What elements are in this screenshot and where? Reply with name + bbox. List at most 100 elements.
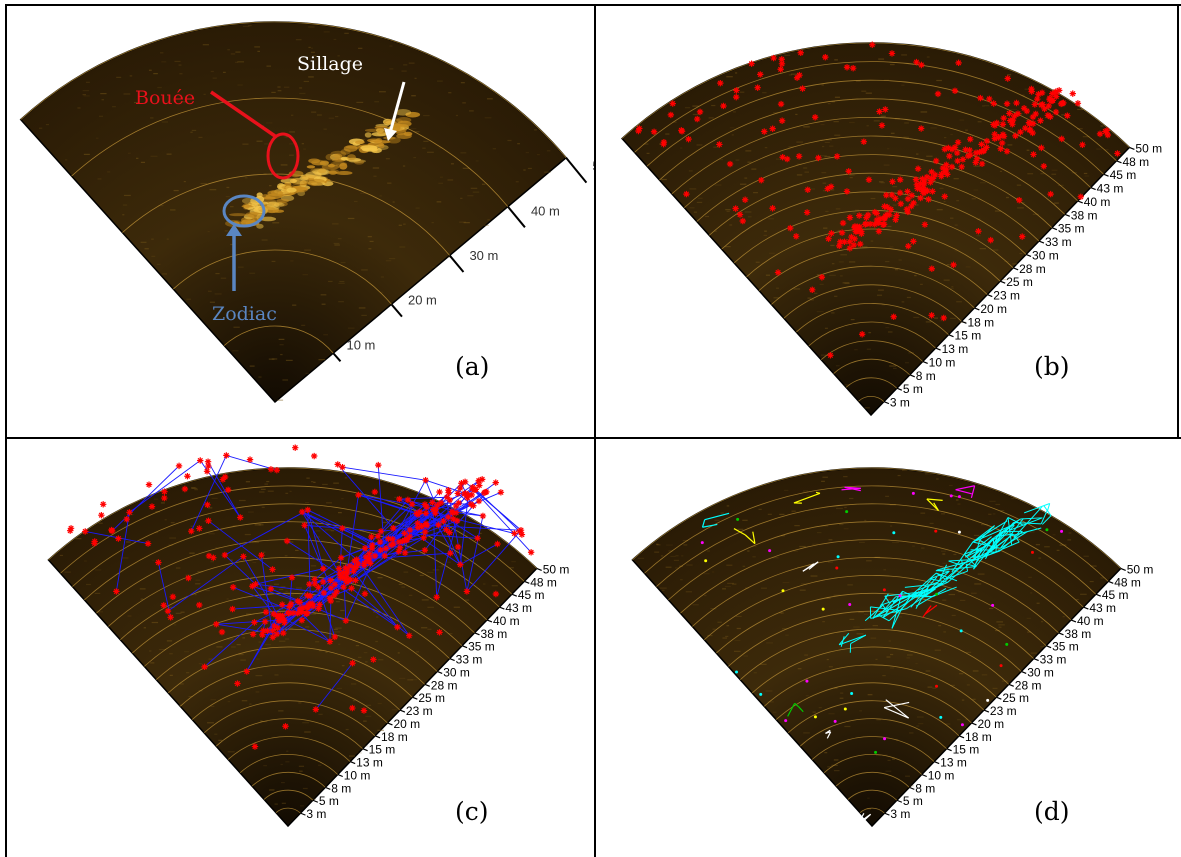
cluster-edge bbox=[919, 581, 948, 596]
speckle bbox=[365, 661, 368, 663]
detection-marker bbox=[440, 517, 447, 525]
detection-marker bbox=[337, 554, 345, 561]
detection-marker bbox=[873, 216, 881, 224]
cluster-edge bbox=[935, 570, 950, 572]
speckle bbox=[377, 729, 384, 731]
speckle bbox=[743, 655, 749, 657]
panel-label-b: (b) bbox=[1034, 352, 1070, 381]
speckle bbox=[953, 178, 959, 180]
speckle bbox=[762, 92, 767, 94]
speckle bbox=[902, 469, 908, 472]
detection-marker bbox=[326, 595, 334, 602]
speckle bbox=[812, 543, 818, 545]
speckle bbox=[310, 565, 317, 567]
detection-marker bbox=[1077, 193, 1084, 200]
detection-marker bbox=[1031, 101, 1038, 108]
graph-edge bbox=[276, 613, 299, 635]
speckle bbox=[257, 50, 260, 52]
detection-marker bbox=[423, 522, 431, 529]
speckle bbox=[140, 161, 146, 163]
detection-marker bbox=[436, 629, 443, 636]
speckle bbox=[407, 679, 414, 681]
speckle bbox=[1083, 555, 1089, 557]
detection-marker bbox=[336, 570, 344, 577]
speckle bbox=[348, 755, 355, 757]
speckle bbox=[824, 141, 830, 144]
speckle bbox=[363, 720, 367, 722]
detection-marker bbox=[748, 60, 755, 67]
speckle bbox=[310, 481, 314, 483]
graph-edge bbox=[129, 460, 201, 513]
speckle bbox=[323, 334, 329, 336]
speckle bbox=[824, 155, 831, 158]
speckle bbox=[339, 280, 345, 283]
range-tick bbox=[896, 387, 903, 391]
detection-marker bbox=[471, 486, 479, 494]
speckle bbox=[394, 496, 397, 499]
wake-echo bbox=[393, 124, 408, 129]
speckle bbox=[858, 214, 865, 216]
detection-marker bbox=[349, 704, 356, 712]
graph-edge bbox=[337, 464, 394, 529]
graph-edge bbox=[255, 568, 324, 585]
range-label: 35 m bbox=[468, 640, 495, 654]
speckle bbox=[835, 208, 841, 210]
detection-marker bbox=[480, 489, 488, 497]
speckle bbox=[793, 288, 801, 290]
detection-marker bbox=[1038, 144, 1045, 152]
speckle bbox=[509, 567, 514, 569]
speckle bbox=[820, 139, 823, 141]
detection-marker bbox=[921, 179, 928, 187]
detection-marker bbox=[761, 128, 768, 135]
speckle bbox=[844, 384, 850, 386]
speckle bbox=[152, 559, 155, 561]
speckle bbox=[833, 594, 841, 596]
graph-edge bbox=[115, 512, 130, 592]
speckle bbox=[333, 482, 339, 484]
speckle bbox=[248, 511, 254, 513]
speckle bbox=[722, 637, 728, 639]
detection-marker bbox=[161, 494, 168, 502]
detection-marker bbox=[361, 562, 368, 569]
detection-marker bbox=[361, 545, 369, 552]
speckle bbox=[1032, 213, 1039, 215]
graph-edge bbox=[157, 562, 172, 618]
graph-edge bbox=[358, 494, 419, 515]
detection-marker bbox=[474, 535, 481, 542]
speckle bbox=[1051, 173, 1057, 175]
speckle bbox=[299, 770, 303, 772]
speckle bbox=[98, 522, 103, 524]
detection-marker bbox=[1000, 133, 1008, 140]
speckle bbox=[45, 123, 50, 126]
cluster-edge bbox=[972, 524, 1015, 543]
speckle bbox=[758, 508, 762, 510]
detection-marker bbox=[196, 601, 203, 609]
range-tick bbox=[390, 303, 403, 318]
speckle bbox=[953, 566, 959, 569]
detection-marker bbox=[943, 161, 950, 168]
speckle bbox=[245, 481, 251, 483]
detection-marker bbox=[452, 502, 460, 510]
detection-marker bbox=[888, 191, 896, 199]
range-tick bbox=[536, 567, 542, 572]
graph-edge bbox=[355, 551, 399, 581]
speckle bbox=[235, 61, 239, 63]
speckle bbox=[266, 65, 271, 67]
cluster-edge bbox=[840, 636, 845, 647]
detection-marker bbox=[997, 145, 1004, 152]
speckle bbox=[303, 148, 306, 150]
speckle bbox=[260, 488, 266, 490]
detection-marker bbox=[854, 223, 861, 230]
zodiac-arrowhead bbox=[226, 224, 242, 236]
range-tick bbox=[312, 799, 319, 803]
range-tick bbox=[387, 722, 393, 726]
speckle bbox=[83, 560, 87, 562]
detection-marker bbox=[1012, 132, 1019, 140]
detection-marker bbox=[421, 528, 429, 536]
speckle bbox=[311, 111, 317, 113]
graph-edge bbox=[190, 455, 227, 532]
speckle bbox=[140, 241, 147, 243]
detection-marker bbox=[280, 629, 287, 637]
speckle bbox=[353, 200, 358, 203]
graph-edge bbox=[301, 511, 341, 575]
